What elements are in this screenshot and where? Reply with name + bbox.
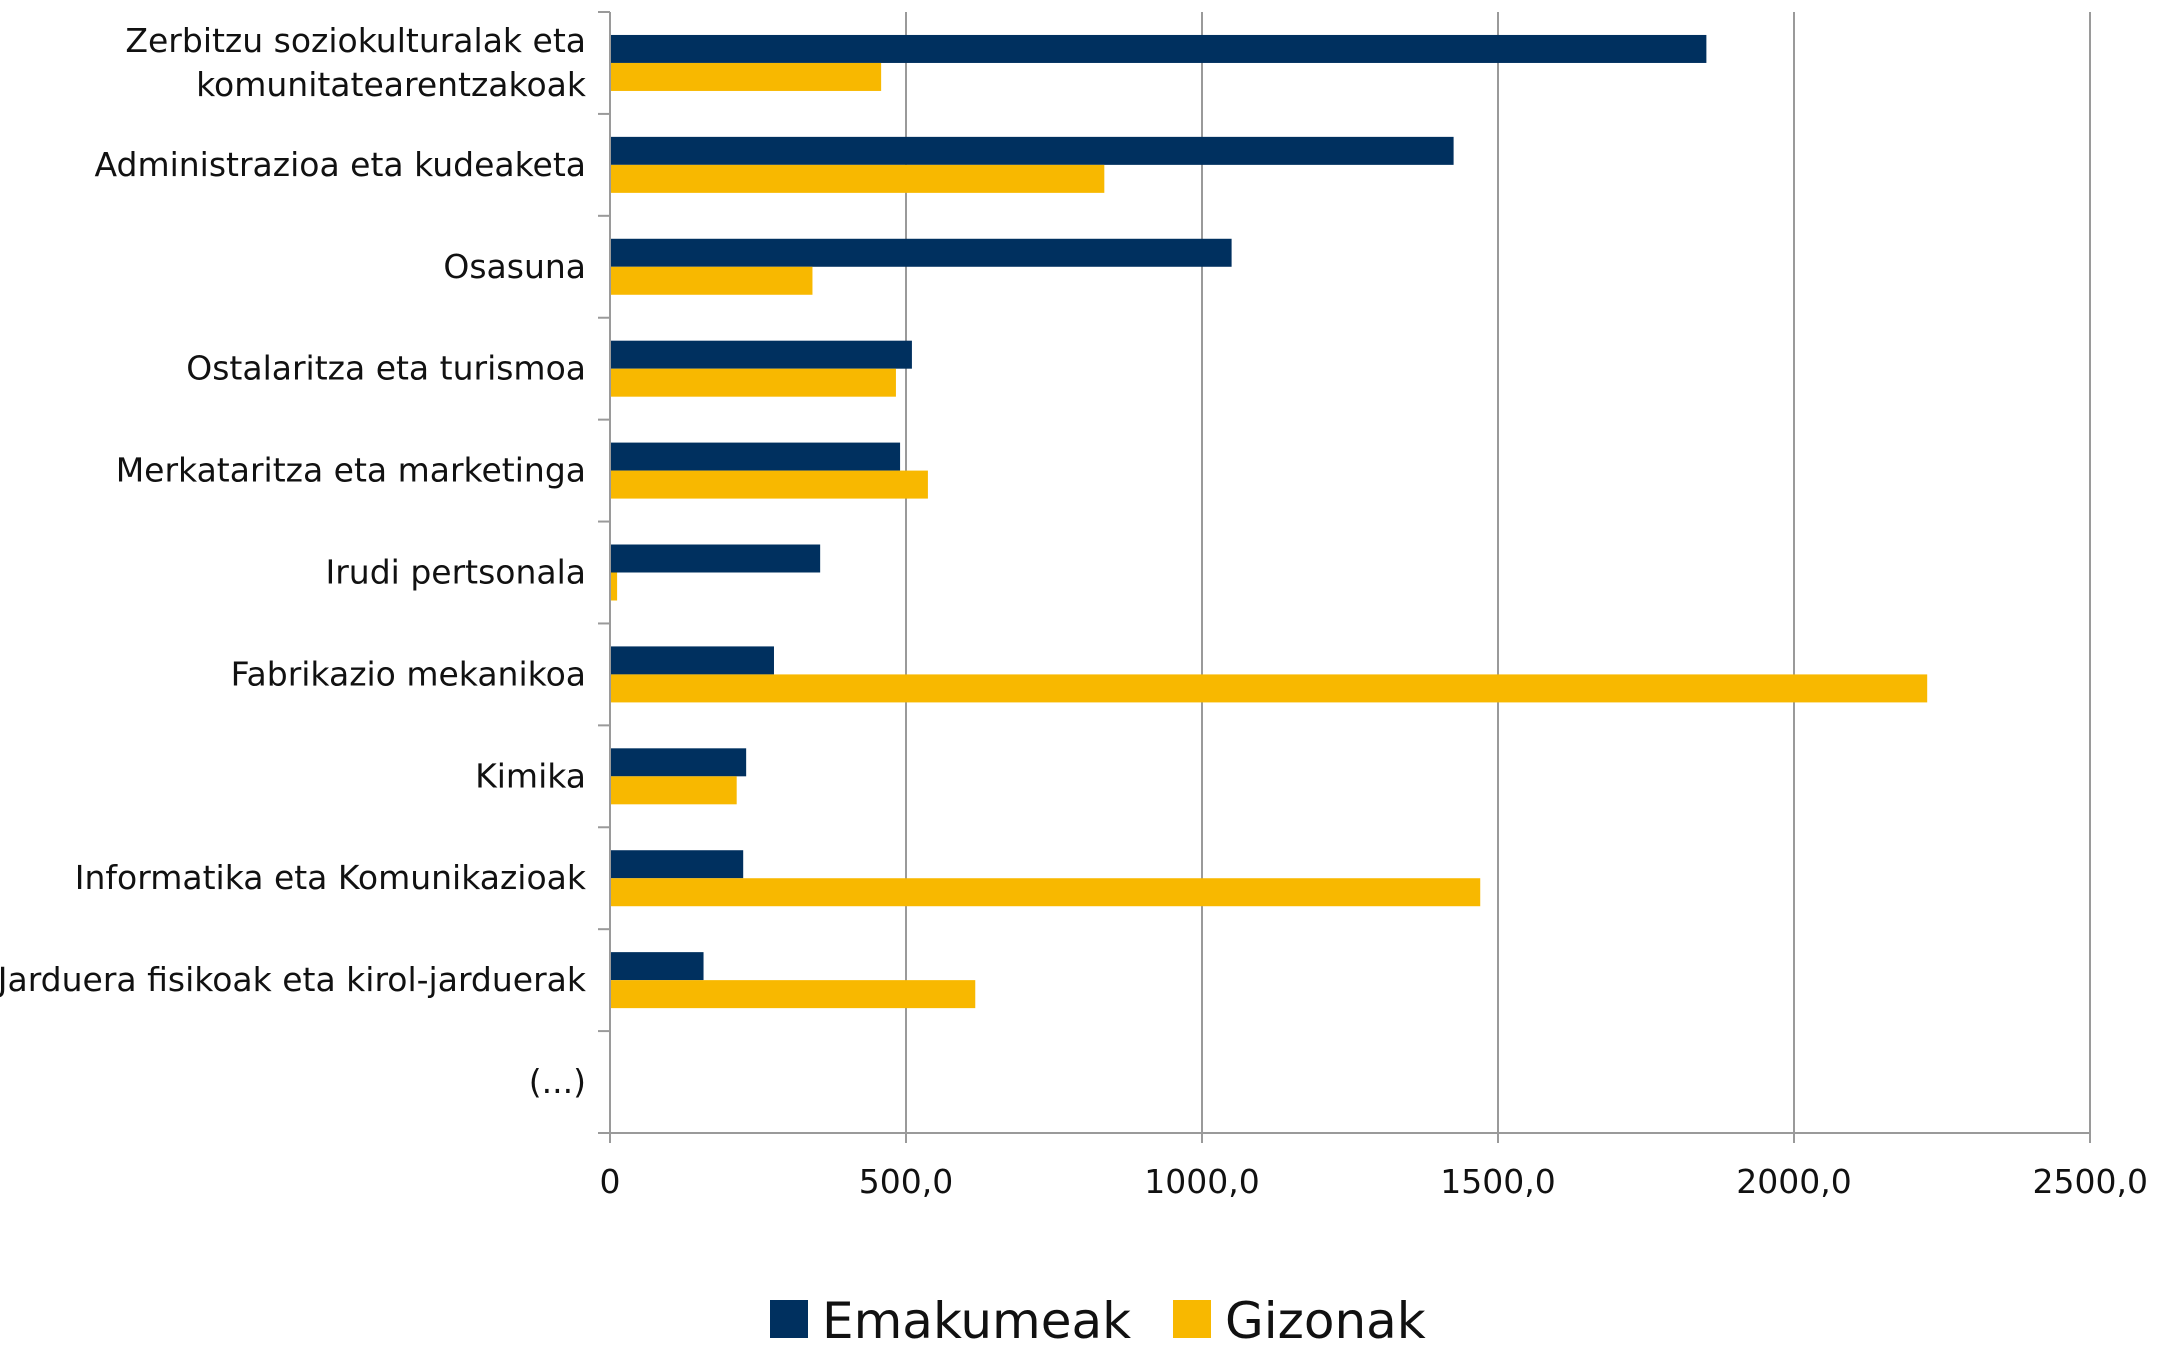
legend-swatch bbox=[1173, 1300, 1211, 1338]
bar-gizonak bbox=[610, 980, 976, 1009]
category-label: Fabrikazio mekanikoa bbox=[231, 654, 586, 693]
gridlines bbox=[905, 12, 2091, 1133]
category-label: Informatika eta Komunikazioak bbox=[75, 858, 587, 897]
category-label: Administrazioa eta kudeaketa bbox=[95, 145, 587, 184]
bar-emakumeak bbox=[610, 850, 744, 879]
x-tick-label: 1000,0 bbox=[1144, 1162, 1259, 1201]
bar-emakumeak bbox=[610, 238, 1232, 267]
legend-label: Gizonak bbox=[1225, 1292, 1426, 1350]
axes bbox=[598, 11, 2091, 1143]
category-label: Osasuna bbox=[443, 247, 586, 286]
bar-gizonak bbox=[610, 62, 882, 91]
bar-emakumeak bbox=[610, 136, 1454, 165]
bar-emakumeak bbox=[610, 340, 912, 369]
bar-gizonak bbox=[610, 674, 1928, 703]
bar-emakumeak bbox=[610, 646, 774, 675]
category-label: Ostalaritza eta turismoa bbox=[186, 349, 586, 388]
x-tick-label: 0 bbox=[600, 1162, 621, 1201]
category-label: Irudi pertsonala bbox=[326, 553, 587, 592]
x-tick-label: 500,0 bbox=[859, 1162, 953, 1201]
category-label: Kimika bbox=[475, 756, 586, 795]
category-label: (...) bbox=[529, 1062, 586, 1101]
category-labels: Zerbitzu soziokulturalak eta komunitatear… bbox=[0, 21, 587, 1101]
bar-emakumeak bbox=[610, 952, 704, 981]
bar-gizonak bbox=[610, 470, 928, 499]
bar-gizonak bbox=[610, 878, 1481, 907]
category-label: Jarduera fisikoak eta kirol-jarduerak bbox=[0, 960, 587, 999]
bar-emakumeak bbox=[610, 544, 821, 573]
bar-gizonak bbox=[610, 776, 737, 805]
x-tick-label: 1500,0 bbox=[1440, 1162, 1555, 1201]
bar-emakumeak bbox=[610, 748, 747, 777]
bars bbox=[610, 34, 1928, 1009]
x-tick-label: 2000,0 bbox=[1736, 1162, 1851, 1201]
x-tick-label: 2500,0 bbox=[2033, 1162, 2148, 1201]
category-label: Merkataritza eta marketinga bbox=[116, 451, 586, 490]
bar-gizonak bbox=[610, 572, 618, 601]
legend-swatch bbox=[770, 1300, 808, 1338]
bar-gizonak bbox=[610, 164, 1105, 193]
x-tick-labels: 0 500,0 1000,0 1500,0 2000,0 2500,0 bbox=[600, 1162, 2149, 1201]
category-label: komunitatearentzakoak bbox=[196, 65, 587, 104]
category-label: Zerbitzu soziokulturalak eta bbox=[125, 21, 586, 60]
bar-emakumeak bbox=[610, 34, 1707, 63]
legend-label: Emakumeak bbox=[822, 1292, 1131, 1350]
bar-gizonak bbox=[610, 368, 896, 397]
bar-emakumeak bbox=[610, 442, 901, 471]
bar-gizonak bbox=[610, 266, 813, 295]
legend: Emakumeak Gizonak bbox=[770, 1292, 1426, 1350]
